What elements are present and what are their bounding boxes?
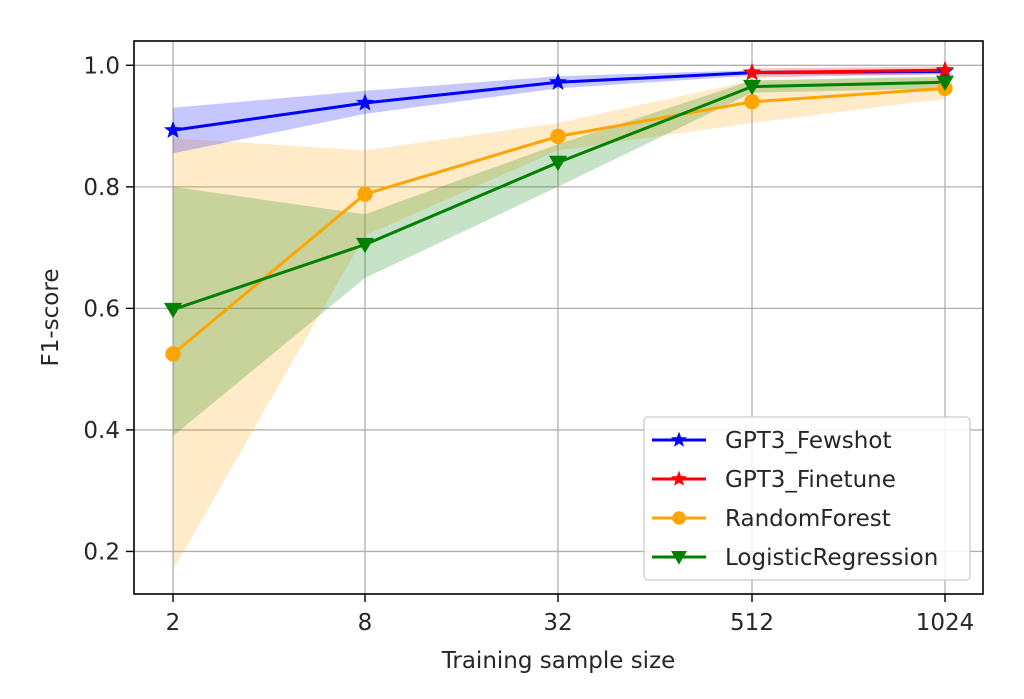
y-tick-label: 1.0 (83, 53, 120, 79)
y-axis-title: F1-score (38, 269, 64, 367)
legend: GPT3_Fewshot GPT3_Finetune RandomForest Log… (643, 416, 971, 581)
point-GPT3_Fewshot (549, 72, 567, 90)
y-tick-label: 0.6 (83, 296, 120, 322)
x-tick-label: 512 (730, 610, 774, 636)
legend-marker (672, 511, 686, 525)
legend-marker (671, 431, 687, 447)
point-GPT3_Fewshot (164, 120, 182, 138)
legend-label: RandomForest (725, 506, 891, 532)
point-GPT3_Finetune (936, 60, 954, 78)
y-tick-label: 0.4 (83, 418, 120, 444)
point-GPT3_Fewshot (356, 93, 374, 111)
x-axis-title: Training sample size (441, 648, 676, 674)
point-RandomForest (357, 186, 373, 202)
point-RandomForest (744, 94, 760, 110)
point-RandomForest (550, 128, 566, 145)
legend-label: LogisticRegression (725, 545, 938, 571)
point-RandomForest (165, 346, 181, 362)
legend-label: GPT3_Fewshot (725, 428, 891, 454)
legend-marker (671, 470, 687, 486)
y-tick-label: 0.2 (83, 539, 120, 565)
point-LogisticRegression (936, 75, 954, 91)
point-GPT3_Finetune (743, 63, 761, 81)
x-tick-label: 2 (166, 610, 181, 636)
x-tick-label: 1024 (916, 610, 975, 636)
point-LogisticRegression (164, 302, 182, 319)
point-LogisticRegression (743, 79, 761, 96)
x-tick-label: 8 (358, 610, 373, 636)
point-LogisticRegression (356, 237, 374, 254)
legend-marker (671, 551, 687, 565)
legend-label: GPT3_Finetune (725, 467, 896, 493)
series-markers (164, 60, 954, 362)
y-tick-label: 0.8 (83, 175, 120, 201)
point-LogisticRegression (549, 155, 567, 172)
line-GPT3_Finetune (751, 68, 946, 75)
axis-ticks: 2 8 32 512 1024 0.2 0.4 0.6 0.8 1.0 (83, 53, 974, 636)
legend-box (643, 416, 971, 581)
x-tick-label: 32 (543, 610, 572, 636)
